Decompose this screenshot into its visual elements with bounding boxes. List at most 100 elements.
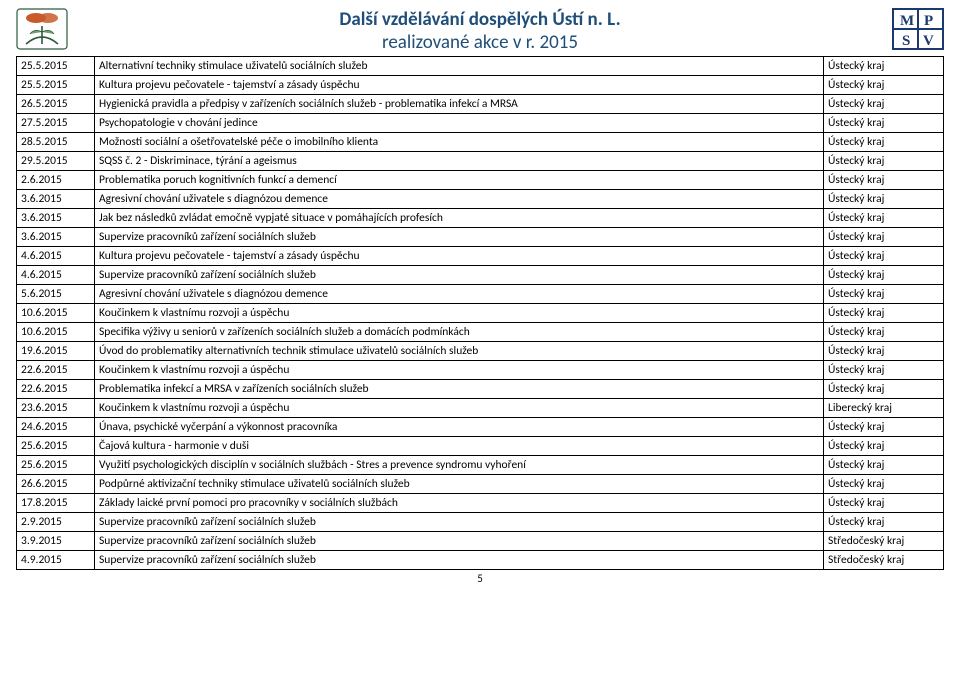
cell-date: 25.5.2015 xyxy=(17,57,95,76)
cell-region: Ústecký kraj xyxy=(824,190,944,209)
cell-description: Supervize pracovníků zařízení sociálních… xyxy=(95,513,824,532)
cell-description: Koučinkem k vlastnímu rozvoji a úspěchu xyxy=(95,399,824,418)
cell-description: Čajová kultura - harmonie v duši xyxy=(95,437,824,456)
cell-date: 2.6.2015 xyxy=(17,171,95,190)
svg-text:S: S xyxy=(902,33,910,49)
cell-region: Ústecký kraj xyxy=(824,380,944,399)
cell-description: Alternativní techniky stimulace uživatel… xyxy=(95,57,824,76)
table-row: 19.6.2015Úvod do problematiky alternativ… xyxy=(17,342,944,361)
cell-region: Ústecký kraj xyxy=(824,304,944,323)
cell-description: Jak bez následků zvládat emočně vypjaté … xyxy=(95,209,824,228)
cell-region: Ústecký kraj xyxy=(824,361,944,380)
cell-description: Hygienická pravidla a předpisy v zařízen… xyxy=(95,95,824,114)
cell-date: 26.5.2015 xyxy=(17,95,95,114)
table-row: 25.5.2015Kultura projevu pečovatele - ta… xyxy=(17,76,944,95)
cell-date: 28.5.2015 xyxy=(17,133,95,152)
cell-region: Středočeský kraj xyxy=(824,551,944,570)
cell-description: Supervize pracovníků zařízení sociálních… xyxy=(95,551,824,570)
title-line1: Další vzdělávání dospělých Ústí n. L. xyxy=(68,8,892,31)
cell-date: 29.5.2015 xyxy=(17,152,95,171)
svg-text:M: M xyxy=(900,13,914,29)
cell-description: Únava, psychické vyčerpání a výkonnost p… xyxy=(95,418,824,437)
table-row: 3.6.2015Supervize pracovníků zařízení so… xyxy=(17,228,944,247)
table-row: 26.5.2015Hygienická pravidla a předpisy … xyxy=(17,95,944,114)
cell-region: Ústecký kraj xyxy=(824,76,944,95)
table-row: 29.5.2015SQSS č. 2 - Diskriminace, týrán… xyxy=(17,152,944,171)
table-row: 4.6.2015Supervize pracovníků zařízení so… xyxy=(17,266,944,285)
table-row: 3.9.2015Supervize pracovníků zařízení so… xyxy=(17,532,944,551)
cell-date: 3.6.2015 xyxy=(17,190,95,209)
cell-region: Ústecký kraj xyxy=(824,494,944,513)
cell-region: Ústecký kraj xyxy=(824,475,944,494)
cell-region: Ústecký kraj xyxy=(824,285,944,304)
cell-date: 19.6.2015 xyxy=(17,342,95,361)
cell-date: 22.6.2015 xyxy=(17,361,95,380)
cell-date: 25.6.2015 xyxy=(17,437,95,456)
cell-description: Agresivní chování uživatele s diagnózou … xyxy=(95,190,824,209)
cell-description: Základy laické první pomoci pro pracovní… xyxy=(95,494,824,513)
cell-description: Supervize pracovníků zařízení sociálních… xyxy=(95,266,824,285)
cell-description: Specifika výživy u seniorů v zařízeních … xyxy=(95,323,824,342)
table-row: 22.6.2015Problematika infekcí a MRSA v z… xyxy=(17,380,944,399)
cell-date: 4.6.2015 xyxy=(17,247,95,266)
cell-region: Ústecký kraj xyxy=(824,57,944,76)
table-row: 27.5.2015Psychopatologie v chování jedin… xyxy=(17,114,944,133)
cell-description: Problematika infekcí a MRSA v zařízeních… xyxy=(95,380,824,399)
cell-description: Kultura projevu pečovatele - tajemství a… xyxy=(95,247,824,266)
events-table: 25.5.2015Alternativní techniky stimulace… xyxy=(16,56,944,570)
table-row: 10.6.2015Koučinkem k vlastnímu rozvoji a… xyxy=(17,304,944,323)
page-number: 5 xyxy=(16,572,944,585)
cell-description: Úvod do problematiky alternativních tech… xyxy=(95,342,824,361)
document-header: Další vzdělávání dospělých Ústí n. L. re… xyxy=(16,8,944,54)
cell-region: Ústecký kraj xyxy=(824,342,944,361)
logo-right-icon: M P S V xyxy=(892,8,944,50)
cell-region: Ústecký kraj xyxy=(824,247,944,266)
table-row: 26.6.2015Podpůrné aktivizační techniky s… xyxy=(17,475,944,494)
table-row: 17.8.2015Základy laické první pomoci pro… xyxy=(17,494,944,513)
svg-text:V: V xyxy=(923,33,934,49)
title-line2: realizované akce v r. 2015 xyxy=(68,31,892,54)
table-row: 28.5.2015Možnosti sociální a ošetřovatel… xyxy=(17,133,944,152)
cell-date: 27.5.2015 xyxy=(17,114,95,133)
table-row: 10.6.2015Specifika výživy u seniorů v za… xyxy=(17,323,944,342)
table-row: 2.9.2015Supervize pracovníků zařízení so… xyxy=(17,513,944,532)
cell-description: Koučinkem k vlastnímu rozvoji a úspěchu xyxy=(95,304,824,323)
table-row: 3.6.2015Jak bez následků zvládat emočně … xyxy=(17,209,944,228)
svg-text:P: P xyxy=(924,13,933,29)
cell-date: 2.9.2015 xyxy=(17,513,95,532)
cell-region: Ústecký kraj xyxy=(824,171,944,190)
table-row: 23.6.2015Koučinkem k vlastnímu rozvoji a… xyxy=(17,399,944,418)
cell-region: Ústecký kraj xyxy=(824,266,944,285)
cell-region: Ústecký kraj xyxy=(824,95,944,114)
table-row: 3.6.2015Agresivní chování uživatele s di… xyxy=(17,190,944,209)
cell-region: Ústecký kraj xyxy=(824,114,944,133)
cell-date: 17.8.2015 xyxy=(17,494,95,513)
cell-description: Supervize pracovníků zařízení sociálních… xyxy=(95,228,824,247)
table-row: 25.6.2015Čajová kultura - harmonie v duš… xyxy=(17,437,944,456)
cell-description: Kultura projevu pečovatele - tajemství a… xyxy=(95,76,824,95)
table-row: 5.6.2015Agresivní chování uživatele s di… xyxy=(17,285,944,304)
cell-description: Podpůrné aktivizační techniky stimulace … xyxy=(95,475,824,494)
cell-date: 22.6.2015 xyxy=(17,380,95,399)
cell-date: 3.6.2015 xyxy=(17,228,95,247)
cell-date: 25.5.2015 xyxy=(17,76,95,95)
cell-region: Liberecký kraj xyxy=(824,399,944,418)
cell-date: 4.9.2015 xyxy=(17,551,95,570)
cell-date: 23.6.2015 xyxy=(17,399,95,418)
cell-region: Ústecký kraj xyxy=(824,228,944,247)
cell-date: 25.6.2015 xyxy=(17,456,95,475)
logo-left-icon xyxy=(16,8,68,50)
cell-description: SQSS č. 2 - Diskriminace, týrání a ageis… xyxy=(95,152,824,171)
table-row: 22.6.2015Koučinkem k vlastnímu rozvoji a… xyxy=(17,361,944,380)
cell-region: Ústecký kraj xyxy=(824,152,944,171)
cell-description: Možnosti sociální a ošetřovatelské péče … xyxy=(95,133,824,152)
cell-date: 3.6.2015 xyxy=(17,209,95,228)
cell-region: Středočeský kraj xyxy=(824,532,944,551)
cell-date: 10.6.2015 xyxy=(17,323,95,342)
cell-region: Ústecký kraj xyxy=(824,323,944,342)
table-row: 4.6.2015Kultura projevu pečovatele - taj… xyxy=(17,247,944,266)
table-row: 4.9.2015Supervize pracovníků zařízení so… xyxy=(17,551,944,570)
cell-region: Ústecký kraj xyxy=(824,513,944,532)
cell-description: Agresivní chování uživatele s diagnózou … xyxy=(95,285,824,304)
cell-region: Ústecký kraj xyxy=(824,133,944,152)
